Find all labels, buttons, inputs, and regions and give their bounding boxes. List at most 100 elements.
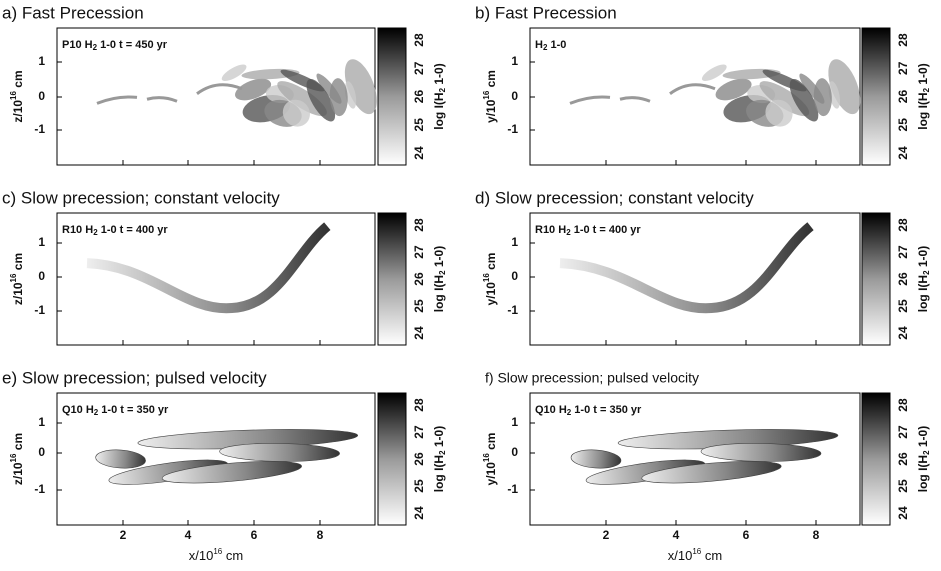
x-tick-label: 8 (813, 528, 820, 542)
y-axis-label-part: 16 (482, 90, 491, 99)
colorbar-label: log I(H2 1-0) (916, 63, 931, 129)
colorbar-tick-label: 26 (412, 90, 426, 104)
run-label-part: 1-0 (547, 39, 566, 51)
y-axis-label-part: y/10 (484, 462, 498, 486)
colorbar-tick-label: 28 (412, 398, 426, 412)
run-label-part: 2 (566, 228, 571, 237)
run-label-part: 1-0 t = 450 yr (97, 39, 168, 51)
colorbar (377, 392, 407, 526)
x-axis-label-part: x/10 (189, 548, 214, 563)
colorbar-tick-label: 27 (412, 425, 426, 439)
colorbar-tick-label: 24 (896, 326, 910, 340)
colorbar-tick-label: 26 (412, 452, 426, 466)
bow-shock (641, 461, 782, 484)
run-label-part: H (535, 39, 543, 51)
y-tick-label: 1 (511, 54, 518, 68)
panel-title: b) Fast Precession (475, 3, 617, 22)
colorbar-tick-label: 26 (412, 272, 426, 286)
run-label-part: Q10 H (62, 404, 94, 416)
colorbar-label-part: 1-0) (916, 426, 930, 451)
run-label-part: 2 (567, 408, 572, 417)
colorbar-tick-label: 25 (412, 118, 426, 132)
x-axis-label-part: cm (701, 548, 722, 563)
colorbar-label: log I(H2 1-0) (916, 426, 931, 492)
run-label: Q10 H2 1-0 t = 350 yr (62, 404, 169, 417)
x-axis-label-part: x/10 (668, 548, 693, 563)
y-axis-label-part: z/10 (11, 100, 25, 123)
emission-knot (701, 64, 727, 82)
y-tick-label: 1 (38, 415, 45, 429)
colorbar-label-part: log I(H (432, 92, 446, 129)
simulation-image (95, 429, 359, 485)
run-label-part: 1-0 t = 400 yr (571, 224, 642, 236)
y-axis-label-part: cm (11, 70, 25, 91)
y-axis-label-part: 16 (482, 453, 491, 462)
colorbar-label-part: 2 (922, 270, 931, 275)
colorbar (377, 212, 407, 346)
y-axis-label: y/1016 cm (482, 70, 498, 123)
x-axis-label: x/1016 cm (189, 547, 243, 563)
panel-title: c) Slow precession; constant velocity (2, 188, 280, 207)
panel-title: f) Slow precession; pulsed velocity (485, 370, 699, 386)
colorbar-tick-label: 24 (412, 146, 426, 160)
x-tick-label: 6 (743, 528, 750, 542)
colorbar-label-part: 1-0) (916, 63, 930, 88)
y-tick-label: -1 (507, 482, 518, 496)
emission-knot (235, 78, 272, 101)
colorbar-tick-label: 26 (896, 90, 910, 104)
simulation-image (86, 222, 331, 314)
simulation-image (96, 59, 377, 127)
emission-knot (715, 78, 752, 101)
jet-wisp (569, 83, 716, 105)
y-tick-label: 0 (38, 89, 45, 103)
emission-knot (828, 59, 861, 115)
run-label-part: R10 H (535, 224, 566, 236)
y-axis-label-part: z/10 (11, 282, 25, 305)
emission-knot (759, 81, 810, 117)
simulation-image (559, 222, 814, 314)
run-label-part: 1-0 t = 400 yr (98, 224, 169, 236)
colorbar-label-part: log I(H (916, 92, 930, 129)
y-axis-label-part: 16 (9, 453, 18, 462)
y-tick-label: 1 (38, 54, 45, 68)
y-axis-label-part: cm (11, 433, 25, 454)
emission-knot (765, 99, 793, 127)
x-tick-label: 4 (185, 528, 192, 542)
colorbar-label-part: 1-0) (432, 63, 446, 88)
colorbar-tick-label: 27 (412, 245, 426, 259)
y-axis-label: z/1016 cm (9, 70, 25, 122)
colorbar-tick-label: 28 (896, 218, 910, 232)
colorbar-tick-label: 28 (412, 218, 426, 232)
y-tick-label: 0 (511, 269, 518, 283)
emission-knot (344, 81, 357, 109)
x-tick-label: 6 (251, 528, 258, 542)
y-tick-label: -1 (34, 482, 45, 496)
colorbar-tick-label: 24 (412, 326, 426, 340)
y-axis-label-part: y/10 (484, 99, 498, 123)
colorbar (377, 27, 407, 166)
colorbar-label-part: log I(H (916, 275, 930, 312)
y-axis-label-part: cm (484, 253, 498, 274)
run-label: R10 H2 1-0 t = 400 yr (535, 224, 641, 237)
y-axis-label-part: y/10 (484, 282, 498, 306)
colorbar-tick-label: 24 (896, 506, 910, 520)
colorbar-tick-label: 25 (896, 118, 910, 132)
colorbar (861, 212, 891, 346)
y-tick-label: 0 (511, 445, 518, 459)
emission-knot (789, 78, 819, 122)
y-axis-label-part: 16 (482, 273, 491, 282)
colorbar-label-part: 2 (438, 450, 447, 455)
jet-wisp (96, 83, 243, 105)
colorbar-tick-label: 25 (896, 299, 910, 313)
x-axis-label: x/1016 cm (668, 547, 722, 563)
y-tick-label: -1 (34, 303, 45, 317)
run-label-part: Q10 H (535, 404, 567, 416)
run-label-part: R10 H (62, 224, 93, 236)
bow-shock (570, 449, 622, 469)
colorbar-tick-label: 28 (896, 398, 910, 412)
simulation-image (570, 429, 839, 485)
run-label-part: 1-0 t = 350 yr (571, 404, 642, 416)
simulation-image (569, 59, 861, 127)
y-tick-label: 1 (511, 235, 518, 249)
run-label-part: P10 H (62, 39, 93, 51)
